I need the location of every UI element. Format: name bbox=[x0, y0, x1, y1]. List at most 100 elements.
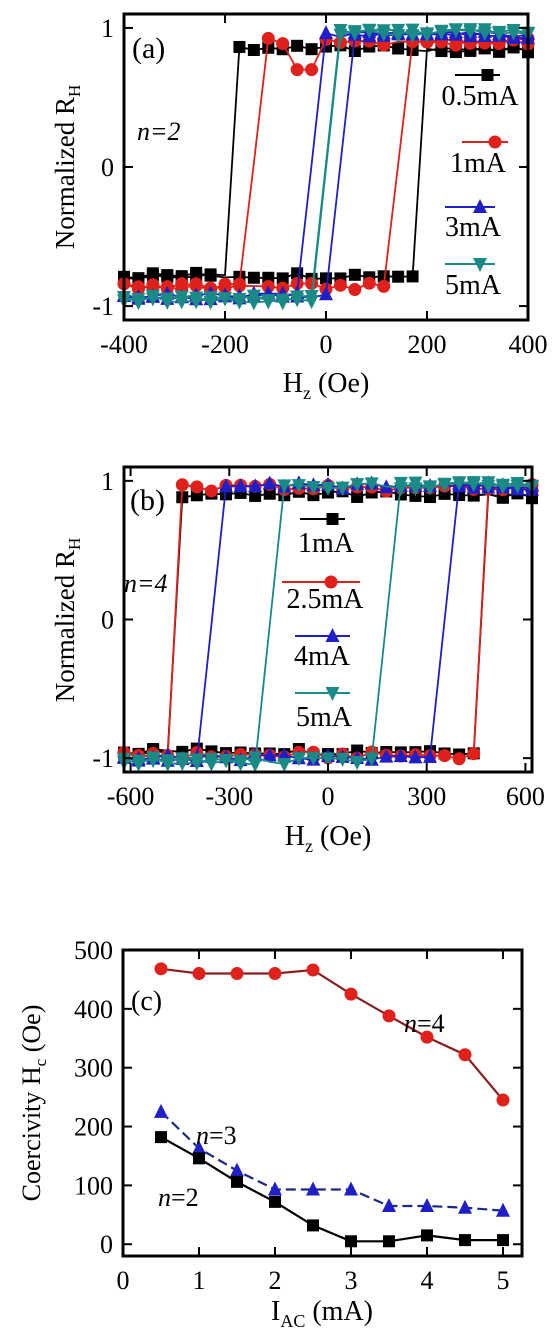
a-legend-entry: 5mA bbox=[445, 258, 502, 301]
b-legend-entry: 4mA bbox=[294, 628, 351, 672]
a-data-point bbox=[376, 24, 391, 39]
b-data-point bbox=[335, 752, 350, 767]
a-data-point bbox=[319, 286, 333, 301]
b-data-point bbox=[306, 751, 321, 766]
a-y-tick-label: 1 bbox=[101, 14, 114, 43]
a-legend-marker bbox=[481, 69, 494, 81]
a-legend-label: 5mA bbox=[445, 270, 502, 301]
panel-c-series bbox=[154, 962, 510, 1248]
a-data-point bbox=[131, 293, 146, 308]
b-legend-entry: 1mA bbox=[298, 513, 355, 559]
a-data-point bbox=[146, 267, 159, 280]
a-data-point bbox=[232, 292, 247, 307]
b-data-point bbox=[335, 481, 350, 496]
b-data-point bbox=[160, 754, 175, 769]
a-data-point bbox=[247, 44, 260, 57]
b-data-point bbox=[291, 479, 306, 494]
b-data-point bbox=[393, 476, 408, 491]
b-data-point bbox=[219, 754, 233, 769]
c-y-tick-label: 0 bbox=[100, 1230, 113, 1259]
c-series-n=3 bbox=[154, 1103, 510, 1217]
b-data-point bbox=[350, 756, 365, 771]
a-data-point bbox=[218, 292, 232, 307]
b-data-point bbox=[204, 757, 219, 772]
b-data-point bbox=[249, 489, 262, 502]
c-data-point bbox=[382, 1197, 396, 1212]
c-data-point bbox=[344, 1181, 358, 1196]
a-legend-entry: 3mA bbox=[445, 199, 502, 243]
a-data-point bbox=[333, 278, 347, 292]
b-data-point bbox=[350, 478, 365, 493]
b-data-point bbox=[248, 751, 263, 766]
b-series-5mA bbox=[117, 476, 539, 773]
c-data-point bbox=[420, 1197, 434, 1212]
c-y-tick-label: 300 bbox=[74, 1054, 113, 1083]
a-data-point bbox=[232, 279, 246, 293]
c-line-n=2 bbox=[160, 1136, 503, 1243]
b-data-point bbox=[189, 753, 204, 768]
c-data-point bbox=[269, 1195, 281, 1208]
a-data-point bbox=[406, 270, 419, 283]
a-data-point bbox=[174, 290, 189, 305]
b-data-point bbox=[175, 752, 190, 767]
b-data-point bbox=[495, 478, 510, 493]
a-data-point bbox=[435, 45, 448, 58]
a-data-point bbox=[246, 289, 261, 304]
a-data-point bbox=[291, 39, 304, 52]
panel-c-ticks: 0 1 2 3 4 5 0 100 200 300 400 500 bbox=[74, 936, 522, 1295]
a-data-point bbox=[333, 24, 348, 39]
b-data-point bbox=[277, 479, 292, 494]
b-data-point bbox=[277, 758, 292, 773]
b-data-point bbox=[408, 749, 423, 764]
a-data-point bbox=[507, 41, 520, 54]
a-data-point bbox=[290, 290, 305, 305]
b-data-point bbox=[423, 480, 437, 495]
a-data-point bbox=[362, 276, 376, 290]
panel-a-n-annotation: n=2 bbox=[137, 117, 181, 146]
panel-b-series bbox=[117, 475, 539, 773]
c-data-point bbox=[345, 1235, 357, 1248]
b-data-point bbox=[466, 476, 481, 491]
a-data-point bbox=[204, 269, 217, 282]
c-series-n=2 bbox=[155, 1131, 509, 1248]
a-data-point bbox=[161, 269, 174, 282]
a-data-point bbox=[304, 289, 319, 304]
a-x-tick-label: 0 bbox=[320, 330, 333, 359]
panel-b-legend: 1mA 2.5mA 4mA 5mA bbox=[282, 513, 364, 733]
b-data-point bbox=[277, 747, 292, 762]
b-legend-label: 2.5mA bbox=[287, 584, 365, 615]
a-legend-label: 0.5mA bbox=[442, 81, 520, 112]
a-data-point bbox=[261, 294, 276, 309]
b-x-tick-label: -300 bbox=[205, 782, 253, 811]
c-data-point bbox=[306, 1181, 320, 1196]
a-data-point bbox=[233, 40, 246, 53]
c-y-tick-label: 200 bbox=[74, 1113, 113, 1142]
c-data-point bbox=[458, 1048, 472, 1062]
a-data-point bbox=[434, 25, 449, 40]
b-data-point bbox=[248, 478, 263, 493]
b-legend-label: 1mA bbox=[298, 528, 355, 559]
b-data-point bbox=[321, 752, 335, 767]
a-data-point bbox=[203, 295, 218, 310]
a-data-point bbox=[362, 23, 377, 38]
c-data-point bbox=[497, 1234, 509, 1247]
panel-c-n2-label: n=2 bbox=[158, 1183, 199, 1212]
panel-a-legend: 0.5mA 1mA 3mA 5mA bbox=[442, 69, 520, 301]
panel-c: 0 1 2 3 4 5 0 100 200 300 400 500 (c) n=4 n=3 n=2 I… bbox=[17, 936, 524, 1330]
c-data-point bbox=[344, 987, 358, 1001]
b-legend-marker bbox=[325, 628, 340, 642]
a-data-point bbox=[261, 31, 275, 45]
a-x-tick-label: -400 bbox=[100, 330, 148, 359]
b-x-tick-label: 0 bbox=[322, 782, 335, 811]
c-data-point bbox=[192, 1140, 206, 1155]
b-data-point bbox=[452, 476, 467, 491]
a-data-point bbox=[348, 283, 362, 297]
c-series-n=4 bbox=[154, 962, 510, 1107]
a-data-point bbox=[319, 25, 333, 40]
a-data-point bbox=[492, 25, 507, 40]
b-legend-marker bbox=[324, 575, 338, 589]
c-data-point bbox=[268, 1181, 282, 1196]
a-data-point bbox=[392, 270, 405, 283]
panel-a-y-axis-label: Normalized RH bbox=[50, 85, 84, 250]
a-data-point bbox=[347, 27, 362, 42]
